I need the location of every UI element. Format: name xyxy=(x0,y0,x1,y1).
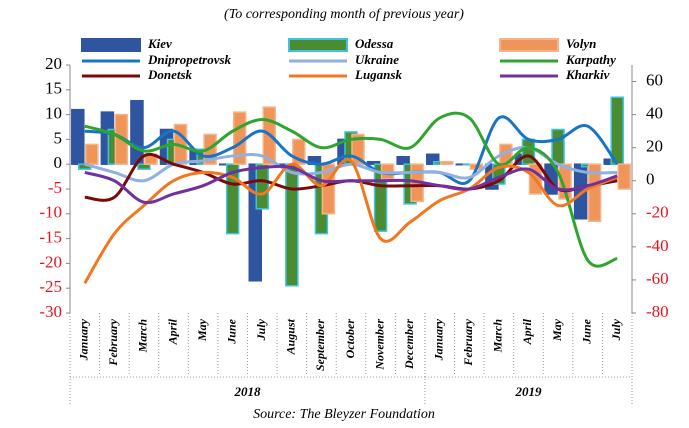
line xyxy=(84,164,618,205)
y-tick-label: -25 xyxy=(39,277,62,296)
bar xyxy=(255,163,270,210)
legend-swatch xyxy=(81,38,141,52)
year-label: 2018 xyxy=(233,384,261,399)
x-tick-label: June xyxy=(579,318,593,344)
x-tick-label: October xyxy=(343,319,357,359)
year-label: 2019 xyxy=(514,384,542,399)
x-tick-label: June xyxy=(224,318,238,344)
x-tick-label: January xyxy=(431,318,445,361)
y2-tick-label: -80 xyxy=(646,302,669,321)
y2-tick-label: -60 xyxy=(646,269,669,288)
chart-subtitle: (To corresponding month of previous year… xyxy=(224,7,464,22)
bar xyxy=(617,163,631,190)
x-tick-label: July xyxy=(254,318,268,341)
y2-tick-label: 0 xyxy=(646,170,655,189)
legend-label: Karpathy xyxy=(565,52,616,67)
y-tick-label: -10 xyxy=(39,203,62,222)
bar xyxy=(225,163,240,235)
y-tick-label: -15 xyxy=(39,228,62,247)
y-tick-label: 15 xyxy=(45,79,62,98)
line xyxy=(83,157,618,285)
bar xyxy=(521,138,536,165)
bar xyxy=(85,143,99,165)
legend-label: Dnipropetrovsk xyxy=(147,52,232,67)
y2-tick-label: -40 xyxy=(646,236,669,255)
x-tick-label: January xyxy=(77,318,91,361)
line xyxy=(84,111,618,268)
x-tick-label: May xyxy=(195,318,209,342)
y-tick-label: 20 xyxy=(45,54,62,73)
y2-tick-label: 40 xyxy=(646,104,663,123)
x-tick-label: July xyxy=(609,318,623,341)
x-tick-label: April xyxy=(165,318,179,345)
legend-swatch xyxy=(288,38,348,52)
y-tick-label: -20 xyxy=(39,252,62,271)
bar xyxy=(71,108,85,165)
legend-label: Volyn xyxy=(566,36,596,51)
bar xyxy=(610,96,624,165)
y-tick-label: -30 xyxy=(39,302,62,321)
bar xyxy=(130,99,144,165)
x-tick-label: December xyxy=(402,319,416,370)
x-tick-label: September xyxy=(313,319,327,371)
legend-label: Odessa xyxy=(355,36,394,51)
legend-label: Lugansk xyxy=(354,67,402,82)
bar xyxy=(137,163,151,170)
legend-label: Kiev xyxy=(147,36,172,51)
x-tick-label: March xyxy=(491,319,505,354)
y2-tick-label: 60 xyxy=(646,70,663,89)
line xyxy=(84,115,619,185)
bar xyxy=(366,160,381,165)
source: Source: The Bleyzer Foundation xyxy=(253,407,435,422)
bar xyxy=(573,163,588,220)
y-tick-label: 10 xyxy=(45,104,62,123)
x-tick-label: February xyxy=(106,318,120,366)
y-tick-label: -5 xyxy=(48,178,62,197)
y2-tick-label: 20 xyxy=(646,137,663,156)
x-tick-label: March xyxy=(136,319,150,354)
bar xyxy=(285,163,299,287)
x-tick-label: February xyxy=(461,318,475,366)
legend-label: Kharkiv xyxy=(565,67,610,82)
bar xyxy=(439,160,454,165)
legend-label: Ukraine xyxy=(355,52,399,67)
legend-label: Donetsk xyxy=(147,67,193,82)
legend-swatch xyxy=(499,38,559,52)
y-tick-label: 5 xyxy=(54,128,63,147)
x-tick-label: November xyxy=(372,319,386,371)
x-tick-label: August xyxy=(284,318,298,355)
bar xyxy=(425,153,440,165)
x-tick-label: April xyxy=(520,318,534,345)
bar xyxy=(396,156,410,165)
bar xyxy=(551,128,565,165)
bar xyxy=(587,163,602,222)
x-tick-label: May xyxy=(550,318,564,342)
y2-tick-label: -20 xyxy=(646,203,669,222)
y-tick-label: 0 xyxy=(54,153,63,172)
legend: Kiev Odessa Volyn Dnipropetrovsk Ukraine Karp… xyxy=(81,36,616,82)
